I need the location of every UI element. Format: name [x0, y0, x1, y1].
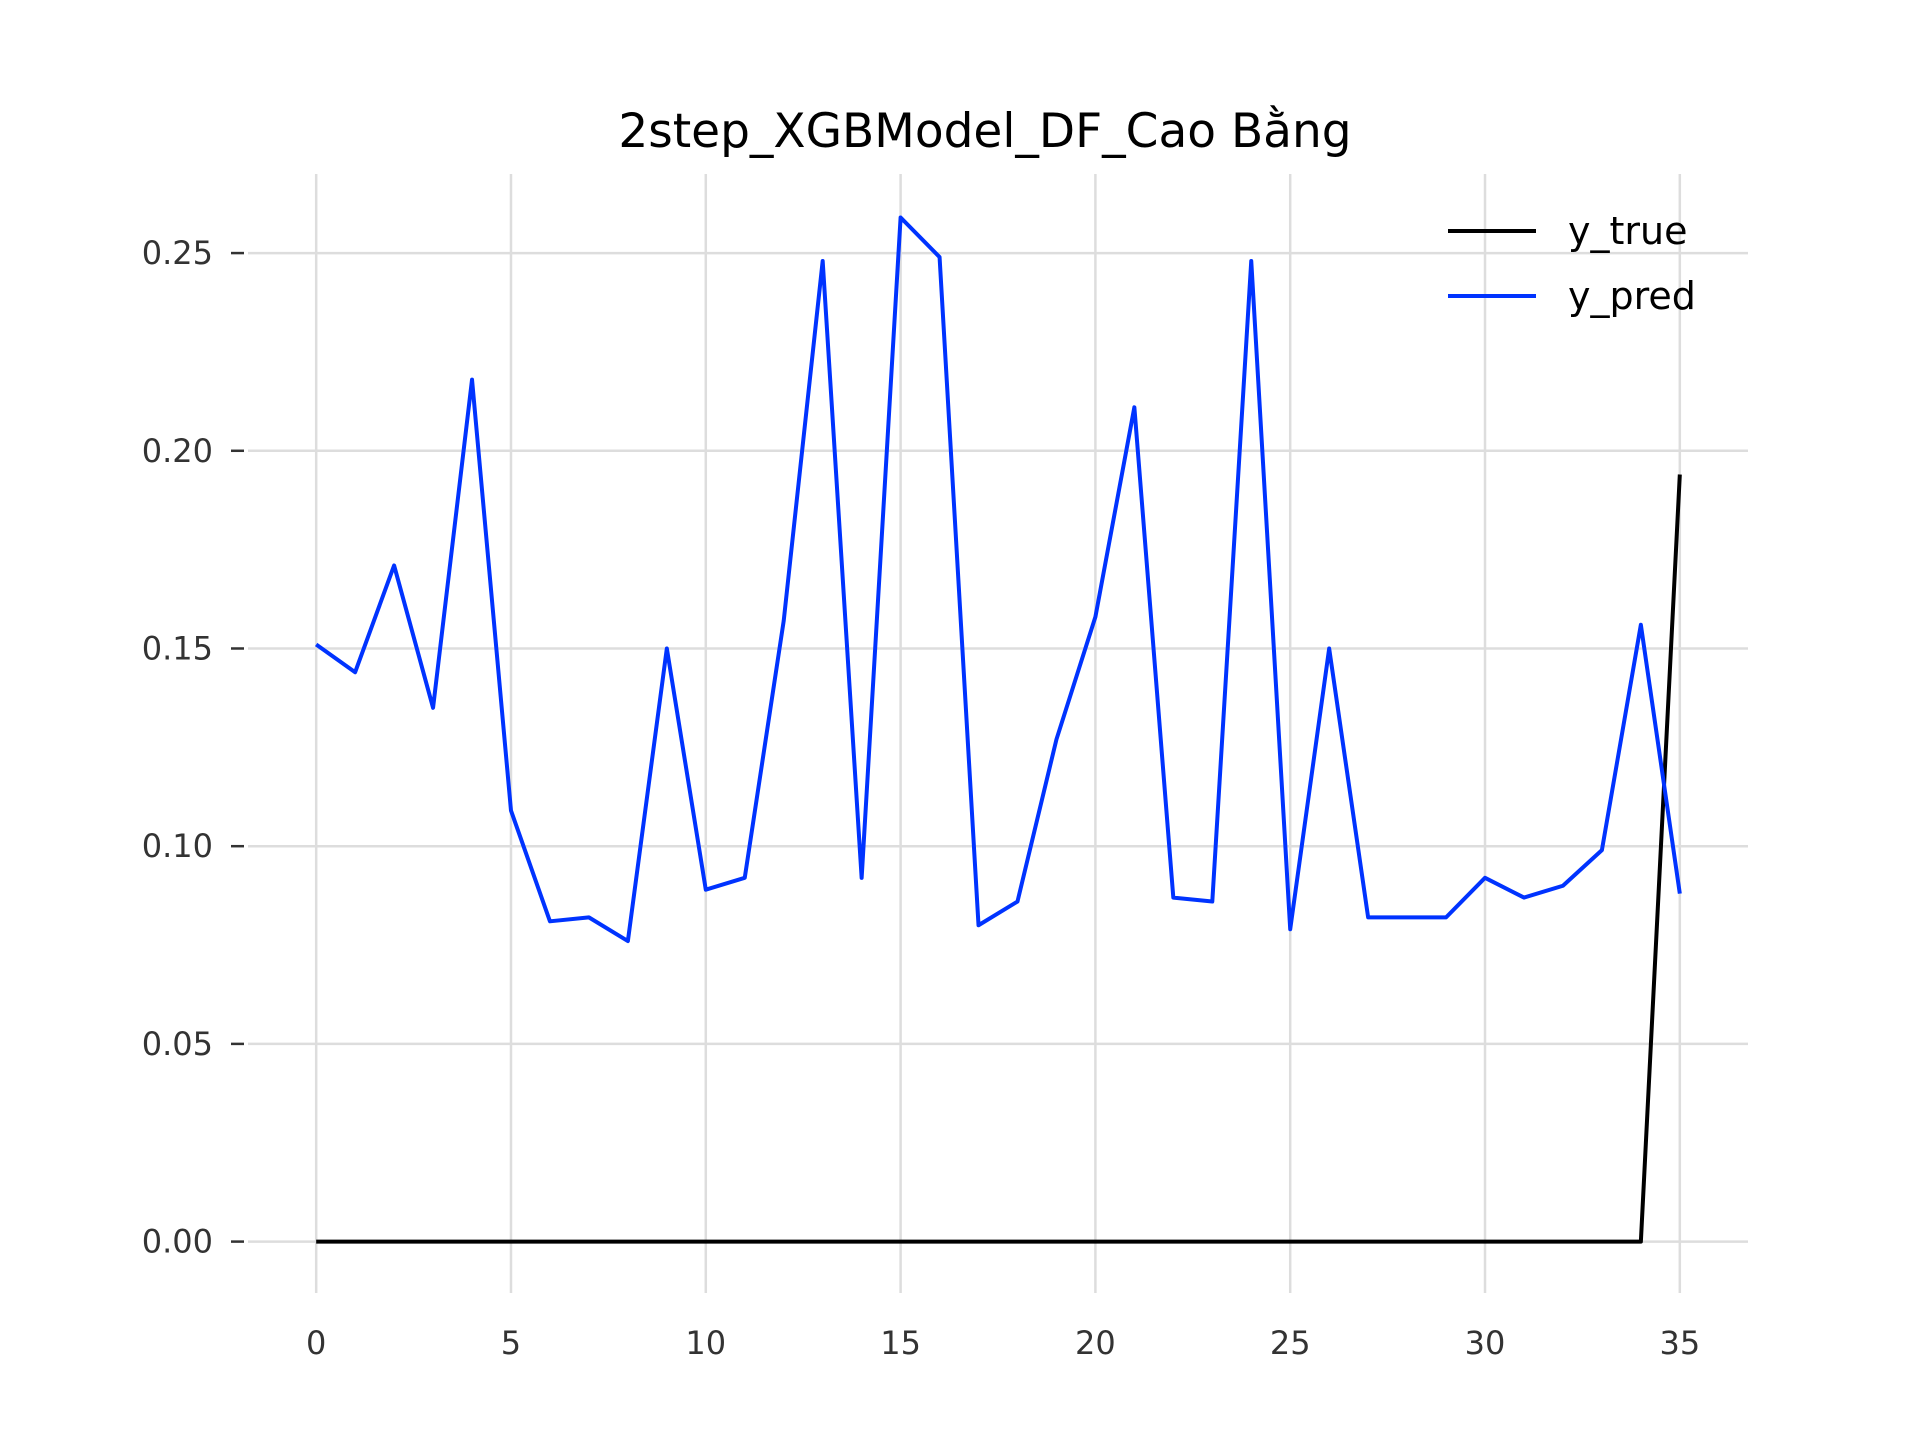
- grid: [248, 174, 1748, 1293]
- x-tick-label: 0: [306, 1324, 326, 1362]
- axes: 0 5 10 15 20 25 30 35 0.00 0.05 0.10 0.15 0.20 0.25: [142, 234, 1700, 1362]
- series-line-y-true: [316, 474, 1682, 1244]
- series-lines: [315, 215, 1682, 1244]
- legend: y_true y_pred: [1448, 209, 1696, 318]
- legend-label-y-true: y_true: [1568, 209, 1687, 253]
- y-tick-label: 0.15: [142, 629, 213, 667]
- y-tick-label: 0.00: [142, 1223, 213, 1261]
- x-tick-label: 35: [1659, 1324, 1700, 1362]
- x-tick-label: 5: [501, 1324, 521, 1362]
- x-tick-label: 25: [1270, 1324, 1311, 1362]
- y-tick-label: 0.20: [142, 432, 213, 470]
- x-tick-label: 30: [1465, 1324, 1506, 1362]
- y-tick-label: 0.25: [142, 234, 213, 272]
- chart-title: 2step_XGBModel_DF_Cao Bằng: [618, 104, 1351, 159]
- x-tick-label: 15: [880, 1324, 921, 1362]
- legend-label-y-pred: y_pred: [1568, 274, 1696, 318]
- y-tick-label: 0.05: [142, 1025, 213, 1063]
- series-line-y-pred: [315, 215, 1682, 944]
- x-tick-label: 20: [1075, 1324, 1116, 1362]
- y-tick-label: 0.10: [142, 827, 213, 865]
- x-tick-label: 10: [685, 1324, 726, 1362]
